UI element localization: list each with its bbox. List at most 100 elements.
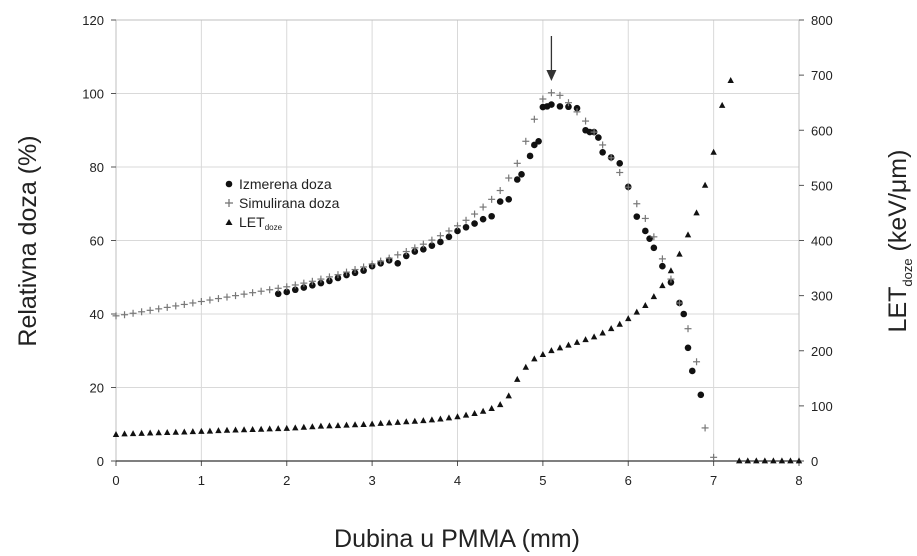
- simulated-dose-point: [308, 277, 316, 285]
- simulated-dose-point: [146, 306, 154, 314]
- measured-dose-point: [535, 137, 542, 145]
- simulated-dose-point: [249, 289, 257, 297]
- simulated-dose-point: [325, 273, 333, 281]
- let-dose-point: [548, 347, 555, 354]
- let-dose-point: [257, 425, 265, 432]
- simulated-dose-point: [488, 195, 496, 203]
- y2-tick-label: 600: [811, 123, 833, 138]
- simulated-dose-point: [377, 257, 385, 265]
- simulated-dose-point: [197, 298, 205, 306]
- simulated-dose-point: [232, 292, 240, 300]
- let-dose-point: [590, 333, 598, 340]
- axes: 0 1 2 3 4 5 6 7 80204060801001200100200300400500…: [82, 13, 832, 488]
- y-tick-label: 0: [97, 454, 104, 469]
- let-dose-point: [121, 430, 128, 437]
- simulated-dose-point: [701, 424, 709, 432]
- peak-arrow: [546, 36, 557, 81]
- measured-dose-point: [317, 279, 325, 287]
- let-dose-point: [787, 457, 794, 464]
- simulated-dose-point: [693, 358, 701, 366]
- y-tick-label: 60: [90, 234, 104, 249]
- simulated-dose-point: [624, 183, 632, 191]
- simulated-dose-point: [462, 216, 470, 224]
- let-dose-point: [710, 148, 717, 155]
- let-dose-point: [556, 344, 564, 351]
- let-dose-point: [394, 418, 401, 425]
- let-dose-point: [377, 419, 384, 426]
- simulated-dose-point: [607, 154, 615, 162]
- measured-dose-point: [428, 242, 436, 249]
- let-dose-point: [181, 428, 188, 435]
- measured-dose-point: [697, 391, 705, 399]
- let-dose-point: [164, 429, 171, 436]
- let-dose-point: [582, 336, 589, 343]
- simulated-dose-point: [351, 266, 359, 274]
- let-dose-point: [360, 421, 367, 428]
- let-dose-point: [368, 420, 376, 427]
- measured-dose-point: [595, 134, 602, 141]
- simulated-dose-point: [274, 284, 282, 292]
- simulated-dose-point: [675, 299, 683, 307]
- x-tick-label: 7: [710, 473, 717, 488]
- let-dose-point: [565, 341, 572, 348]
- simulated-dose-point: [658, 255, 666, 263]
- simulated-dose-point: [172, 302, 180, 310]
- simulated-dose-point: [385, 254, 393, 262]
- measured-dose-point: [680, 310, 688, 318]
- simulated-dose-point: [317, 275, 325, 283]
- simulated-dose-point: [454, 222, 461, 230]
- let-dose-point: [599, 329, 606, 336]
- measured-dose-point: [659, 262, 666, 270]
- y-tick-label: 80: [90, 160, 104, 175]
- peak-arrow-head: [546, 70, 557, 81]
- y-tick-label: 40: [90, 307, 104, 322]
- simulated-dose-point: [564, 99, 572, 107]
- let-dose-point: [676, 250, 683, 257]
- let-dose-point: [428, 416, 436, 423]
- simulated-dose-point: [428, 236, 436, 244]
- let-dose-point: [437, 415, 444, 422]
- measured-dose-point: [513, 176, 521, 183]
- simulated-dose-point: [479, 203, 487, 211]
- let-dose-point: [386, 419, 393, 426]
- let-dose-point: [240, 426, 248, 433]
- let-dose-point: [471, 409, 478, 416]
- simulated-dose-point: [240, 290, 248, 298]
- y2-title-unit: (keV/μm): [884, 150, 912, 259]
- measured-dose-point: [650, 244, 658, 252]
- x-tick-label: 5: [539, 473, 546, 488]
- let-dose-point: [488, 405, 495, 412]
- simulated-dose-point: [266, 286, 274, 294]
- measured-dose-point: [531, 141, 538, 149]
- let-dose-point: [795, 457, 803, 464]
- let-dose-point: [155, 429, 162, 436]
- y2-title-main: LET: [884, 287, 912, 333]
- let-dose-point: [266, 425, 273, 432]
- let-dose-point: [112, 430, 120, 437]
- simulated-dose-point: [650, 233, 658, 241]
- simulated-dose-point: [291, 281, 299, 289]
- let-dose-point: [275, 425, 282, 432]
- let-dose-point: [411, 417, 419, 424]
- legend-let-sub: doze: [265, 223, 283, 232]
- simulated-dose-point: [155, 305, 163, 313]
- let-dose-point: [309, 423, 316, 430]
- let-dose-point: [172, 428, 179, 435]
- simulated-dose-point: [539, 95, 547, 103]
- let-dose-point: [727, 77, 734, 84]
- y2-title-sub: doze: [900, 258, 915, 286]
- simulated-dose-point: [368, 260, 376, 268]
- let-dose-point: [445, 414, 453, 421]
- let-dose-point: [684, 231, 692, 238]
- simulated-dose-point: [180, 300, 188, 308]
- measured-dose-point: [565, 103, 572, 111]
- x-tick-label: 3: [369, 473, 376, 488]
- y2-tick-label: 500: [811, 178, 833, 193]
- simulated-dose-point: [163, 303, 171, 311]
- legend-label-measured: Izmerena doza: [239, 176, 332, 192]
- y2-tick-label: 300: [811, 289, 833, 304]
- let-dose-point: [403, 418, 410, 425]
- measured-dose-point: [462, 223, 470, 231]
- let-dose-point: [317, 422, 325, 429]
- simulated-dose-point: [513, 159, 521, 167]
